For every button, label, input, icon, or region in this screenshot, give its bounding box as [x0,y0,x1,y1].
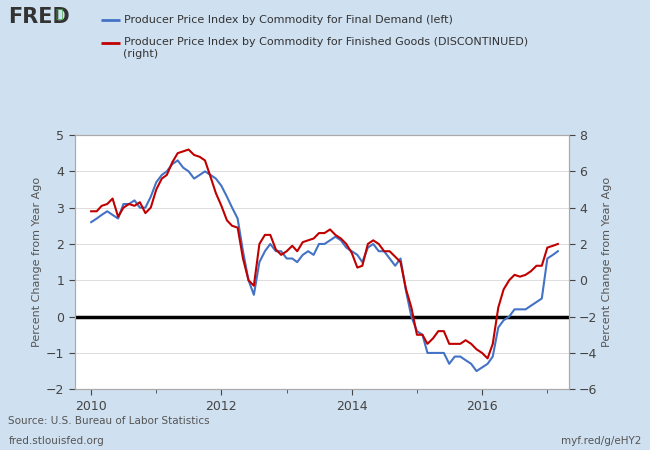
Y-axis label: Percent Change from Year Ago: Percent Change from Year Ago [602,177,612,347]
Text: 🗠: 🗠 [55,8,63,21]
Text: Producer Price Index by Commodity for Finished Goods (DISCONTINUED)
(right): Producer Price Index by Commodity for Fi… [124,37,528,59]
Text: fred.stlouisfed.org: fred.stlouisfed.org [8,436,104,446]
Text: myf.red/g/eHY2: myf.red/g/eHY2 [561,436,642,446]
Text: Producer Price Index by Commodity for Final Demand (left): Producer Price Index by Commodity for Fi… [124,15,452,25]
Y-axis label: Percent Change from Year Ago: Percent Change from Year Ago [32,177,42,347]
Text: FRED: FRED [8,7,70,27]
Text: Source: U.S. Bureau of Labor Statistics: Source: U.S. Bureau of Labor Statistics [8,416,210,426]
